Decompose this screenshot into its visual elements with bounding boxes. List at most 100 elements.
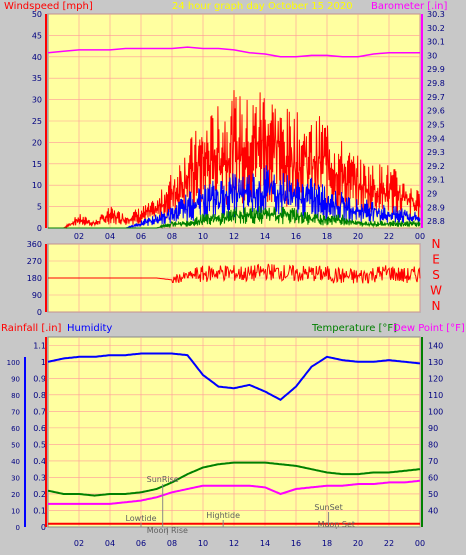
annotation-label: Lowtide [125, 514, 156, 523]
temp-y-tick-label: 130 [428, 358, 443, 367]
humidity-title: Humidity [67, 323, 112, 334]
humidity-y-tick-label: 100 [7, 359, 20, 367]
temp-y-tick-label: 60 [428, 473, 438, 482]
temp-y-tick-label: 100 [428, 407, 443, 416]
annotation-label: Moon Set [318, 520, 355, 529]
baro-y-tick-label: 29.7 [427, 93, 445, 102]
rain-y-tick-label: 0.3 [33, 473, 46, 482]
wind-x-tick-label: 00 [415, 232, 425, 241]
dir-y-tick-label: 360 [27, 240, 42, 249]
temp-y-tick-label: 90 [428, 424, 438, 433]
wind-x-tick-label: 18 [322, 232, 332, 241]
annotation-label: Moon Rise [147, 526, 188, 535]
baro-y-tick-label: 29.3 [427, 148, 445, 157]
wind-x-tick-label: 04 [105, 232, 115, 241]
baro-y-tick-label: 29.6 [427, 107, 445, 116]
barometer-series [47, 46, 420, 58]
temp-x-tick-label: 14 [260, 539, 270, 548]
temp-y-tick-label: 50 [428, 490, 438, 499]
wind-x-tick-label: 20 [353, 232, 363, 241]
wind-title: Windspeed [mph] [4, 1, 93, 12]
wind-x-tick-label: 12 [229, 232, 239, 241]
baro-y-tick-label: 29.9 [427, 65, 445, 74]
temperature-series [47, 461, 421, 497]
temp-y-tick-label: 120 [428, 374, 443, 383]
wind-x-tick-label: 16 [291, 232, 301, 241]
temp-y-tick-label: 140 [428, 341, 443, 350]
wind-y-tick-label: 10 [32, 181, 42, 190]
temp-x-tick-label: 02 [74, 539, 84, 548]
wind-y-tick-label: 40 [32, 53, 42, 62]
baro-y-tick-label: 30.3 [427, 10, 445, 19]
annotation-label: Hightide [206, 511, 240, 520]
dewpoint-series [48, 479, 421, 505]
annotation-label: SunSet [314, 503, 342, 512]
dir-y-tick-label: 90 [32, 291, 42, 300]
rain-y-tick-label: 0.4 [33, 457, 46, 466]
temp-y-tick-label: 40 [428, 506, 438, 515]
humidity-y-tick-label: 40 [11, 458, 20, 466]
humidity-y-tick-label: 60 [11, 425, 20, 433]
humidity-y-tick-label: 90 [11, 375, 20, 383]
humidity-y-tick-label: 30 [11, 474, 20, 482]
wind-y-tick-label: 50 [32, 10, 42, 19]
rain-y-tick-label: 0.1 [33, 506, 46, 515]
baro-y-tick-label: 30.2 [427, 24, 445, 33]
dir-y-tick-label: 180 [27, 274, 42, 283]
temp-x-tick-label: 10 [198, 539, 208, 548]
dir-y-tick-label: 0 [37, 308, 42, 317]
humidity-y-tick-label: 50 [11, 441, 20, 449]
dir-y-tick-label: 270 [27, 257, 42, 266]
baro-y-tick-label: 29.4 [427, 134, 445, 143]
wind-x-tick-label: 10 [198, 232, 208, 241]
humidity-y-tick-label: 10 [11, 507, 20, 515]
temp-x-tick-label: 20 [353, 539, 363, 548]
baro-y-tick-label: 30 [427, 51, 437, 60]
compass-label: E [432, 253, 440, 267]
rain-y-tick-label: 0.7 [33, 407, 46, 416]
wind-direction-series [48, 263, 421, 284]
wind-y-tick-label: 25 [32, 117, 42, 126]
wind-y-tick-label: 0 [37, 224, 42, 233]
compass-label: S [432, 268, 440, 282]
temp-x-tick-label: 06 [136, 539, 146, 548]
wind-x-tick-label: 14 [260, 232, 270, 241]
humidity-y-tick-label: 70 [11, 408, 20, 416]
temp-y-tick-label: 80 [428, 440, 438, 449]
baro-y-tick-label: 29.2 [427, 162, 445, 171]
rain-y-tick-label: 1.1 [33, 341, 46, 350]
humidity-y-tick-label: 80 [11, 392, 20, 400]
temp-x-tick-label: 16 [291, 539, 301, 548]
rain-y-tick-label: 1 [41, 358, 46, 367]
baro-y-tick-label: 28.9 [427, 203, 445, 212]
temp-x-tick-label: 12 [229, 539, 239, 548]
rain-y-tick-label: 0.6 [33, 424, 46, 433]
temp-y-tick-label: 110 [428, 391, 443, 400]
humidity-y-tick-label: 0 [16, 524, 20, 532]
baro-y-tick-label: 28.8 [427, 217, 445, 226]
wind-y-tick-label: 45 [32, 31, 42, 40]
dewpoint-title: Dew Point [°F] [393, 323, 465, 334]
compass-label: N [432, 299, 441, 313]
baro-y-tick-label: 29 [427, 189, 437, 198]
rain-y-tick-label: 0 [41, 523, 46, 532]
baro-y-tick-label: 29.1 [427, 176, 445, 185]
wind-y-tick-label: 35 [32, 74, 42, 83]
wind-x-tick-label: 08 [167, 232, 177, 241]
compass-label: W [430, 284, 442, 298]
temp-x-tick-label: 04 [105, 539, 115, 548]
temp-x-tick-label: 08 [167, 539, 177, 548]
wind-gust-series [48, 90, 421, 230]
temp-x-tick-label: 18 [322, 539, 332, 548]
wind-y-tick-label: 5 [37, 203, 42, 212]
temp-x-tick-label: 00 [415, 539, 425, 548]
wind-y-tick-label: 20 [32, 138, 42, 147]
temp-x-tick-label: 22 [384, 539, 394, 548]
compass-label: N [432, 237, 441, 251]
temp-y-tick-label: 70 [428, 457, 438, 466]
humidity-series [47, 352, 421, 402]
date-title: 24 hour graph day October 15 2020 [172, 1, 353, 12]
wind-x-tick-label: 22 [384, 232, 394, 241]
